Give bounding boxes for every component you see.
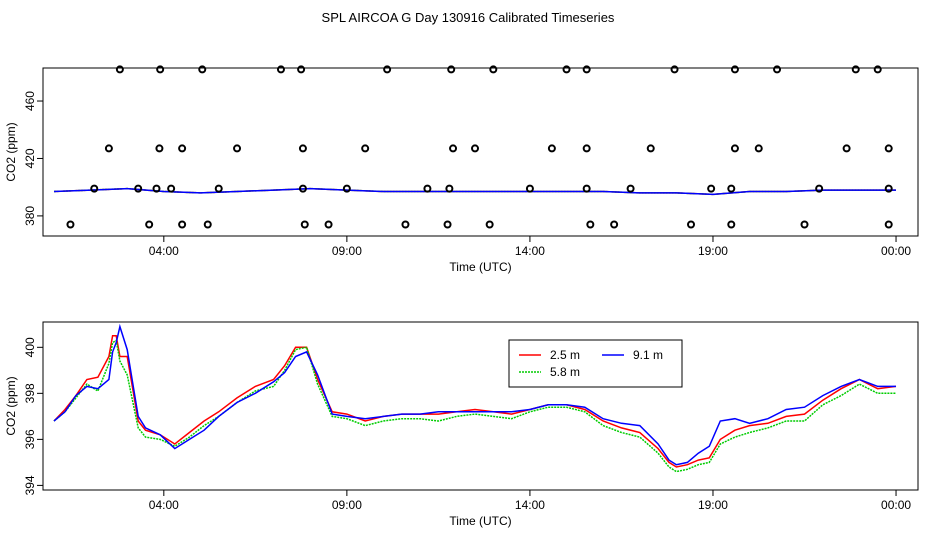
top-panel: 04:00 09:00 14:00 19:00 00:00 Time (UTC) 380 42… [4,65,919,274]
data-point [145,220,154,229]
data-point [582,184,591,193]
series-line-25m [53,335,897,468]
data-point [884,144,893,153]
data-point [800,220,809,229]
data-point [471,144,480,153]
data-point [582,65,591,74]
data-point [233,144,242,153]
data-point [842,144,851,153]
legend-label: 9.1 m [633,348,663,362]
data-point [152,184,161,193]
data-point [730,144,739,153]
data-point [525,184,534,193]
data-point [383,65,392,74]
data-point [562,65,571,74]
data-point [104,144,113,153]
data-point [178,144,187,153]
x-tick-label: 04:00 [149,244,179,258]
data-point [707,184,716,193]
data-point [449,144,458,153]
data-point [610,220,619,229]
data-point [90,184,99,193]
data-point [626,184,635,193]
data-point [727,220,736,229]
x-tick-label: 00:00 [881,244,911,258]
data-point [884,184,893,193]
data-point [851,65,860,74]
plot-frame [42,321,919,491]
data-point [115,65,124,74]
legend-label: 2.5 m [550,348,580,362]
y-tick-label: 460 [23,91,37,111]
x-tick-label: 00:00 [881,498,911,512]
data-point [547,144,556,153]
data-point [485,220,494,229]
y-tick-label: 380 [23,206,37,226]
x-tick-label: 14:00 [515,244,545,258]
data-point [361,144,370,153]
x-tick-label: 14:00 [515,498,545,512]
y-axis-label: CO2 (ppm) [4,122,18,181]
x-tick-label: 09:00 [332,498,362,512]
data-point [134,184,143,193]
x-tick-label: 04:00 [149,498,179,512]
legend-label: 5.8 m [550,365,580,379]
figure-title: SPL AIRCOA G Day 130916 Calibrated Times… [322,10,615,25]
data-point [884,220,893,229]
data-point [815,184,824,193]
data-point [754,144,763,153]
data-point [586,220,595,229]
data-point [198,65,207,74]
data-point [423,184,432,193]
data-point [167,184,176,193]
data-point [276,65,285,74]
data-point [646,144,655,153]
y-axis-label: CO2 (ppm) [4,376,18,435]
x-axis-label: Time (UTC) [449,514,511,528]
x-tick-label: 19:00 [698,244,728,258]
data-point [489,65,498,74]
data-point [342,184,351,193]
data-point [447,65,456,74]
y-tick-label: 394 [23,475,37,495]
data-point [298,184,307,193]
plot-frame [42,67,919,237]
x-axis-label: Time (UTC) [449,260,511,274]
data-point [66,220,75,229]
data-point [203,220,212,229]
data-point [670,65,679,74]
data-point [727,184,736,193]
data-point [443,220,452,229]
series-line-91m [53,187,896,196]
data-point [687,220,696,229]
y-tick-label: 420 [23,148,37,168]
data-point [178,220,187,229]
y-tick-label: 400 [23,337,37,357]
x-tick-label: 19:00 [698,498,728,512]
data-point [730,65,739,74]
data-point [445,184,454,193]
series-line-91m [53,323,896,466]
data-point [873,65,882,74]
data-point [298,144,307,153]
x-tick-label: 09:00 [332,244,362,258]
data-point [324,220,333,229]
data-point [401,220,410,229]
y-tick-label: 396 [23,429,37,449]
data-point [214,184,223,193]
data-point [300,220,309,229]
series-line-58m [53,339,896,473]
legend-box [508,339,683,388]
data-point [582,144,591,153]
y-tick-label: 398 [23,383,37,403]
data-point [773,65,782,74]
bottom-panel: 04:00 09:00 14:00 19:00 00:00 Time (UTC) 394 39… [4,321,919,528]
data-point [155,144,164,153]
data-point [156,65,165,74]
data-point [297,65,306,74]
